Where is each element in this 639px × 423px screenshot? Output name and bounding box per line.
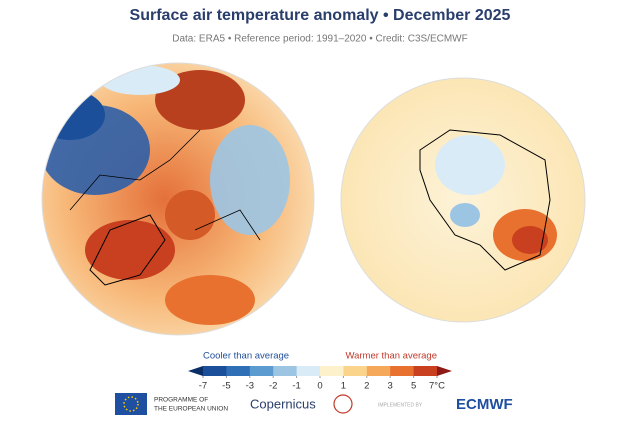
colorbar-segment bbox=[203, 366, 227, 376]
arctic-map bbox=[42, 63, 314, 335]
colorbar-segment bbox=[249, 366, 274, 376]
colorbar-segment bbox=[296, 366, 321, 376]
tick-label: -3 bbox=[246, 381, 254, 392]
tick-label: -5 bbox=[222, 381, 230, 392]
arctic-border bbox=[41, 62, 315, 336]
eu-flag bbox=[115, 393, 147, 415]
colorbar-segment bbox=[366, 366, 391, 376]
colorbar-segment bbox=[343, 366, 368, 376]
subtitle: Data: ERA5 • Reference period: 1991–2020… bbox=[172, 34, 467, 45]
eu-text: THE EUROPEAN UNION bbox=[154, 406, 228, 413]
implemented-by: IMPLEMENTED BY bbox=[378, 402, 423, 408]
c3s-logo bbox=[333, 394, 353, 414]
warm-label: Warmer than average bbox=[345, 351, 437, 362]
colorbar: -7 -5 -3 -2 -1 0 1 2 3 5 7°C bbox=[188, 366, 452, 392]
tick-label: 3 bbox=[388, 381, 393, 392]
cool-label: Cooler than average bbox=[203, 351, 289, 362]
antarctic-map bbox=[341, 78, 585, 322]
eu-text: PROGRAMME OF bbox=[154, 397, 208, 404]
colorbar-segment bbox=[320, 366, 344, 376]
tick-label: -2 bbox=[269, 381, 277, 392]
tick-label: -1 bbox=[292, 381, 300, 392]
title: Surface air temperature anomaly • Decemb… bbox=[130, 7, 511, 24]
colorbar-segment bbox=[226, 366, 251, 376]
colorbar-arrow bbox=[437, 366, 452, 376]
colorbar-segment bbox=[390, 366, 415, 376]
colorbar-segment bbox=[413, 366, 438, 376]
antarctic-border bbox=[340, 77, 586, 323]
tick-label: 0 bbox=[317, 381, 322, 392]
tick-label: 7°C bbox=[429, 381, 445, 392]
tick-label: -7 bbox=[199, 381, 207, 392]
tick-label: 5 bbox=[411, 381, 416, 392]
colorbar-arrow bbox=[188, 366, 203, 376]
colorbar-segment bbox=[273, 366, 298, 376]
ecmwf-logo: ECMWF bbox=[456, 396, 513, 413]
copernicus-logo: Copernicus bbox=[250, 396, 316, 411]
tick-label: 2 bbox=[364, 381, 369, 392]
tick-label: 1 bbox=[341, 381, 346, 392]
